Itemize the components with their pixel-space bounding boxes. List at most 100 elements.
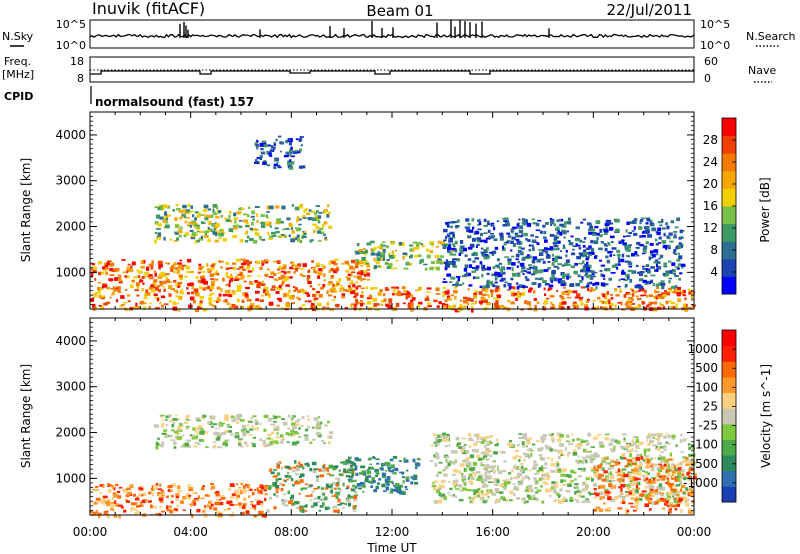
velocity-echo-cell bbox=[184, 421, 188, 424]
velocity-echo-cell bbox=[184, 495, 190, 500]
velocity-echo-cell bbox=[371, 467, 375, 470]
velocity-echo-cell bbox=[495, 438, 499, 442]
power-echo-cell bbox=[612, 254, 616, 256]
velocity-echo-cell bbox=[461, 437, 464, 440]
power-echo-cell bbox=[165, 215, 168, 219]
power-echo-cell bbox=[543, 287, 546, 291]
power-echo-cell bbox=[123, 302, 128, 304]
power-echo-cell bbox=[427, 305, 432, 308]
velocity-echo-cell bbox=[551, 436, 554, 440]
power-echo-cell bbox=[402, 302, 406, 305]
velocity-echo-cell bbox=[207, 420, 211, 425]
power-echo-cell bbox=[586, 274, 591, 279]
power-echo-cell bbox=[501, 266, 505, 269]
velocity-echo-cell bbox=[392, 456, 398, 459]
velocity-echo-cell bbox=[471, 499, 474, 504]
power-echo-cell bbox=[199, 296, 204, 300]
nave-label: Nave bbox=[748, 64, 776, 77]
velocity-echo-cell bbox=[440, 434, 445, 437]
power-echo-cell bbox=[356, 243, 360, 247]
power-echo-cell bbox=[184, 265, 189, 268]
power-echo-cell bbox=[292, 150, 298, 154]
velocity-echo-cell bbox=[347, 494, 351, 498]
velocity-echo-cell bbox=[455, 436, 460, 441]
power-echo-cell bbox=[531, 239, 537, 243]
power-echo-cell bbox=[165, 217, 169, 220]
power-echo-cell bbox=[285, 139, 289, 144]
power-echo-cell bbox=[536, 301, 540, 305]
power-echo-cell bbox=[673, 235, 677, 239]
power-echo-cell bbox=[261, 143, 264, 147]
power-echo-cell bbox=[608, 222, 613, 225]
velocity-echo-cell bbox=[574, 491, 577, 495]
velocity-echo-cell bbox=[687, 443, 691, 446]
velocity-echo-cell bbox=[288, 414, 291, 418]
power-echo-cell bbox=[631, 230, 635, 232]
power-echo-cell bbox=[315, 293, 318, 296]
velocity-echo-cell bbox=[229, 483, 235, 487]
velocity-echo-cell bbox=[120, 506, 124, 509]
velocity-echo-cell bbox=[459, 463, 465, 468]
power-echo-cell bbox=[275, 139, 278, 142]
velocity-y-tick-label: 3000 bbox=[55, 380, 86, 394]
velocity-echo-cell bbox=[683, 474, 687, 477]
power-echo-cell bbox=[674, 266, 680, 268]
power-echo-cell bbox=[207, 229, 211, 232]
velocity-echo-cell bbox=[593, 491, 597, 494]
velocity-echo-cell bbox=[130, 502, 136, 506]
power-echo-cell bbox=[506, 267, 512, 270]
power-echo-cell bbox=[298, 223, 302, 226]
power-echo-cell bbox=[236, 284, 242, 289]
velocity-echo-cell bbox=[318, 468, 323, 472]
velocity-echo-cell bbox=[267, 433, 272, 437]
power-echo-cell bbox=[354, 250, 358, 253]
velocity-echo-cell bbox=[583, 458, 586, 461]
velocity-echo-cell bbox=[320, 487, 325, 490]
power-echo-cell bbox=[300, 272, 303, 276]
power-echo-cell bbox=[591, 270, 595, 274]
power-echo-cell bbox=[627, 269, 633, 273]
velocity-echo-cell bbox=[347, 502, 351, 507]
time-tick-label: 04:00 bbox=[173, 525, 208, 539]
velocity-echo-cell bbox=[239, 414, 243, 418]
velocity-echo-cell bbox=[512, 483, 516, 486]
velocity-echo-cell bbox=[280, 488, 284, 492]
power-echo-cell bbox=[507, 289, 511, 291]
velocity-echo-cell bbox=[543, 466, 547, 469]
power-echo-cell bbox=[483, 249, 487, 253]
velocity-echo-cell bbox=[251, 442, 254, 445]
velocity-echo-cell bbox=[483, 436, 489, 440]
power-echo-cell bbox=[179, 216, 184, 219]
power-echo-cell bbox=[580, 221, 584, 224]
velocity-echo-cell bbox=[113, 487, 116, 491]
power-echo-cell bbox=[224, 299, 228, 303]
velocity-echo-cell bbox=[391, 469, 395, 472]
power-echo-cell bbox=[633, 232, 638, 236]
power-echo-cell bbox=[552, 303, 555, 306]
velocity-echo-cell bbox=[366, 470, 371, 475]
velocity-echo-cell bbox=[284, 480, 287, 483]
power-echo-cell bbox=[234, 278, 240, 280]
power-echo-cell bbox=[625, 273, 630, 278]
power-echo-cell bbox=[642, 294, 647, 297]
velocity-echo-cell bbox=[655, 438, 660, 441]
power-echo-cell bbox=[90, 273, 94, 277]
power-echo-cell bbox=[266, 224, 270, 227]
velocity-echo-cell bbox=[689, 486, 693, 490]
power-echo-cell bbox=[281, 280, 285, 284]
power-echo-cell bbox=[198, 238, 204, 241]
power-echo-cell bbox=[690, 292, 695, 296]
power-echo-cell bbox=[565, 259, 570, 263]
power-echo-cell bbox=[602, 294, 606, 298]
velocity-echo-cell bbox=[205, 446, 209, 449]
power-echo-cell bbox=[644, 289, 647, 294]
velocity-echo-cell bbox=[649, 490, 653, 493]
velocity-echo-cell bbox=[321, 440, 325, 443]
power-echo-cell bbox=[595, 286, 598, 290]
power-echo-cell bbox=[466, 228, 471, 233]
velocity-echo-cell bbox=[376, 482, 380, 485]
velocity-echo-cell bbox=[647, 448, 651, 452]
power-echo-cell bbox=[515, 253, 520, 258]
velocity-echo-cell bbox=[161, 490, 165, 493]
velocity-echo-cell bbox=[489, 470, 493, 472]
